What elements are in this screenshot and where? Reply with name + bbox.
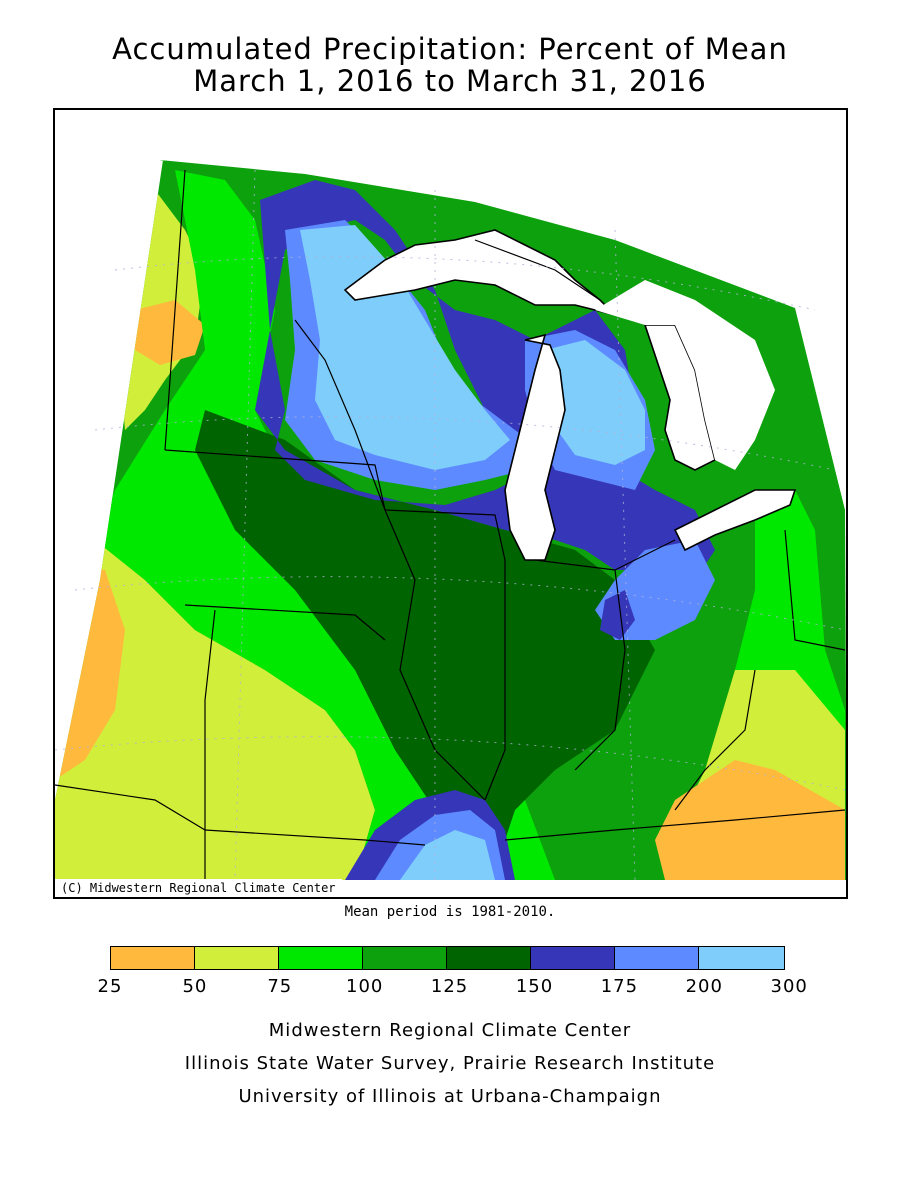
border-mo-ar [204,829,426,846]
zone-50-75-west [55,530,375,880]
legend-swatch [363,947,447,969]
legend-swatch [279,947,363,969]
zone-25-50-northwest [135,300,205,365]
color-legend [110,946,785,970]
border-oh-pa [784,529,846,651]
legend-tick-label: 200 [685,976,723,997]
legend-tick-label: 150 [515,976,554,997]
border-in-oh [574,569,626,771]
border-mi-in-oh [534,539,676,571]
legend-tick-label: 175 [600,976,639,997]
border-mn-ia [164,449,386,511]
border-mn-nd [164,169,186,451]
border-il-west [384,509,486,801]
border-ks-ok [55,784,206,831]
legend-tick-label: 300 [770,976,808,997]
zone-200-300-south [400,830,495,880]
precipitation-map: (C) Midwestern Regional Climate Center [53,108,848,899]
legend-tick-label: 125 [430,976,469,997]
footer-survey: Illinois State Water Survey, Prairie Res… [184,1053,716,1074]
legend-swatch [111,947,195,969]
border-wv-ky [674,669,756,811]
map-title: Accumulated Precipitation: Percent of Me… [112,32,788,66]
legend-swatch [195,947,279,969]
legend-swatch [531,947,615,969]
ontario-land [595,280,775,470]
border-wi-mi-up [474,239,601,301]
border-mn-wi [294,319,386,511]
zone-150-175-indiana [600,590,635,640]
lake-huron [643,324,716,471]
legend-swatch [699,947,784,969]
legend-tick-label: 100 [346,976,384,997]
zone-25-50-east [655,760,845,880]
border-ky-tn [504,809,846,841]
border-il-in [484,560,506,801]
map-date-range: March 1, 2016 to March 31, 2016 [193,64,707,98]
map-canvas [55,160,846,881]
legend-tick-label: 25 [97,976,123,997]
legend-swatch [447,947,531,969]
border-ia-mo [184,604,386,641]
legend-tick-label: 75 [267,976,293,997]
footer-org: Midwestern Regional Climate Center [268,1020,632,1041]
border-wi-il [384,509,506,561]
lake-erie [673,489,797,552]
copyright-credit: (C) Midwestern Regional Climate Center [55,879,342,897]
border-ks-mo [204,609,216,880]
zone-200-300-michigan [540,340,645,465]
footer-university: University of Illinois at Urbana-Champai… [238,1086,662,1107]
zone-125-150-core [195,410,655,880]
state-boundaries [55,169,846,880]
legend-tick-label: 50 [182,976,208,997]
mean-period-note: Mean period is 1981-2010. [344,904,556,920]
legend-swatch [615,947,699,969]
graticule [55,169,846,881]
